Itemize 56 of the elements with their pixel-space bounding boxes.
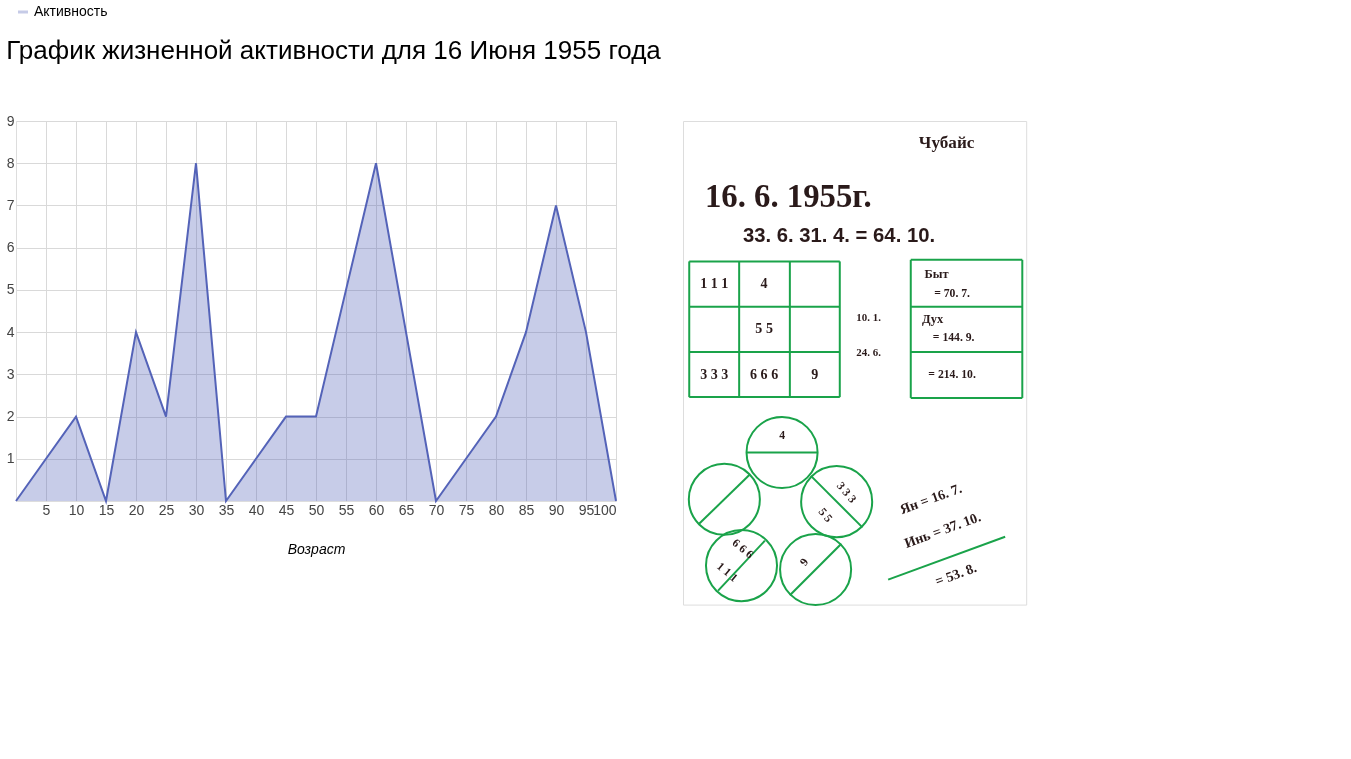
text: 24. 6. [856,346,882,359]
x-tick-label: 55 [338,501,355,518]
legend-label: Активность [34,3,108,19]
y-tick-label: 6 [6,239,15,256]
x-tick-label: 95 [578,501,595,518]
text: 9 [797,555,812,569]
y-tick-label: 3 [6,365,15,382]
text: 6 6 6 [729,536,756,562]
text: 4 [760,275,768,292]
text: 4 [779,429,786,443]
text: Дух [922,312,944,327]
text: 6 6 6 [750,365,779,382]
y-tick-label: 8 [6,154,15,171]
text: 5 5 [755,320,773,337]
x-tick-label: 90 [548,501,565,518]
text: Ян = 16. 7. [897,479,964,517]
text: 9 [811,365,819,382]
text: = 144. 9. [932,331,975,345]
x-tick-label: 60 [368,501,385,518]
x-tick-label: 75 [458,501,475,518]
text: 33. 6. 31. 4. = 64. 10. [742,223,936,246]
x-tick-label: 20 [128,501,145,518]
y-tick-label: 4 [6,323,15,340]
y-tick-label: 5 [6,281,15,298]
x-tick-label: 80 [488,501,505,518]
text: 10. 1. [856,310,882,323]
text: 3 3 3 [833,479,860,506]
text: 1 1 1 [714,559,741,585]
text: = 53. 8. [932,559,979,589]
x-tick-label: 100 [593,501,617,518]
y-tick-label: 1 [6,450,15,467]
x-tick-label: 65 [398,501,415,518]
x-tick-label: 50 [308,501,325,518]
y-tick-label: 2 [6,408,15,425]
text: 1 1 1 [700,275,729,292]
text: = 70. 7. [934,286,971,300]
x-tick-label: 5 [42,501,51,518]
x-tick-label: 85 [518,501,535,518]
x-tick-label: 40 [248,501,265,518]
text: = 214. 10. [928,367,976,381]
x-tick-label: 15 [98,501,115,518]
x-tick-label: 25 [158,501,175,518]
x-tick-label: 30 [188,501,205,518]
text: 3 3 3 [700,365,729,382]
x-tick-label: 45 [278,501,295,518]
text: 5 5 [815,505,836,526]
x-tick-label: 70 [428,501,445,518]
x-axis-title: Возраст [287,540,346,557]
x-tick-label: 35 [218,501,235,518]
chart-title: График жизненной активности для 16 Июня 1955 года [6,35,662,65]
y-tick-label: 9 [6,112,15,129]
text: Быт [924,266,949,281]
text: 16. 6. 1955г. [704,178,872,215]
text: Чубайс [918,132,975,152]
y-tick-label: 7 [6,196,15,213]
x-tick-label: 10 [68,501,85,518]
